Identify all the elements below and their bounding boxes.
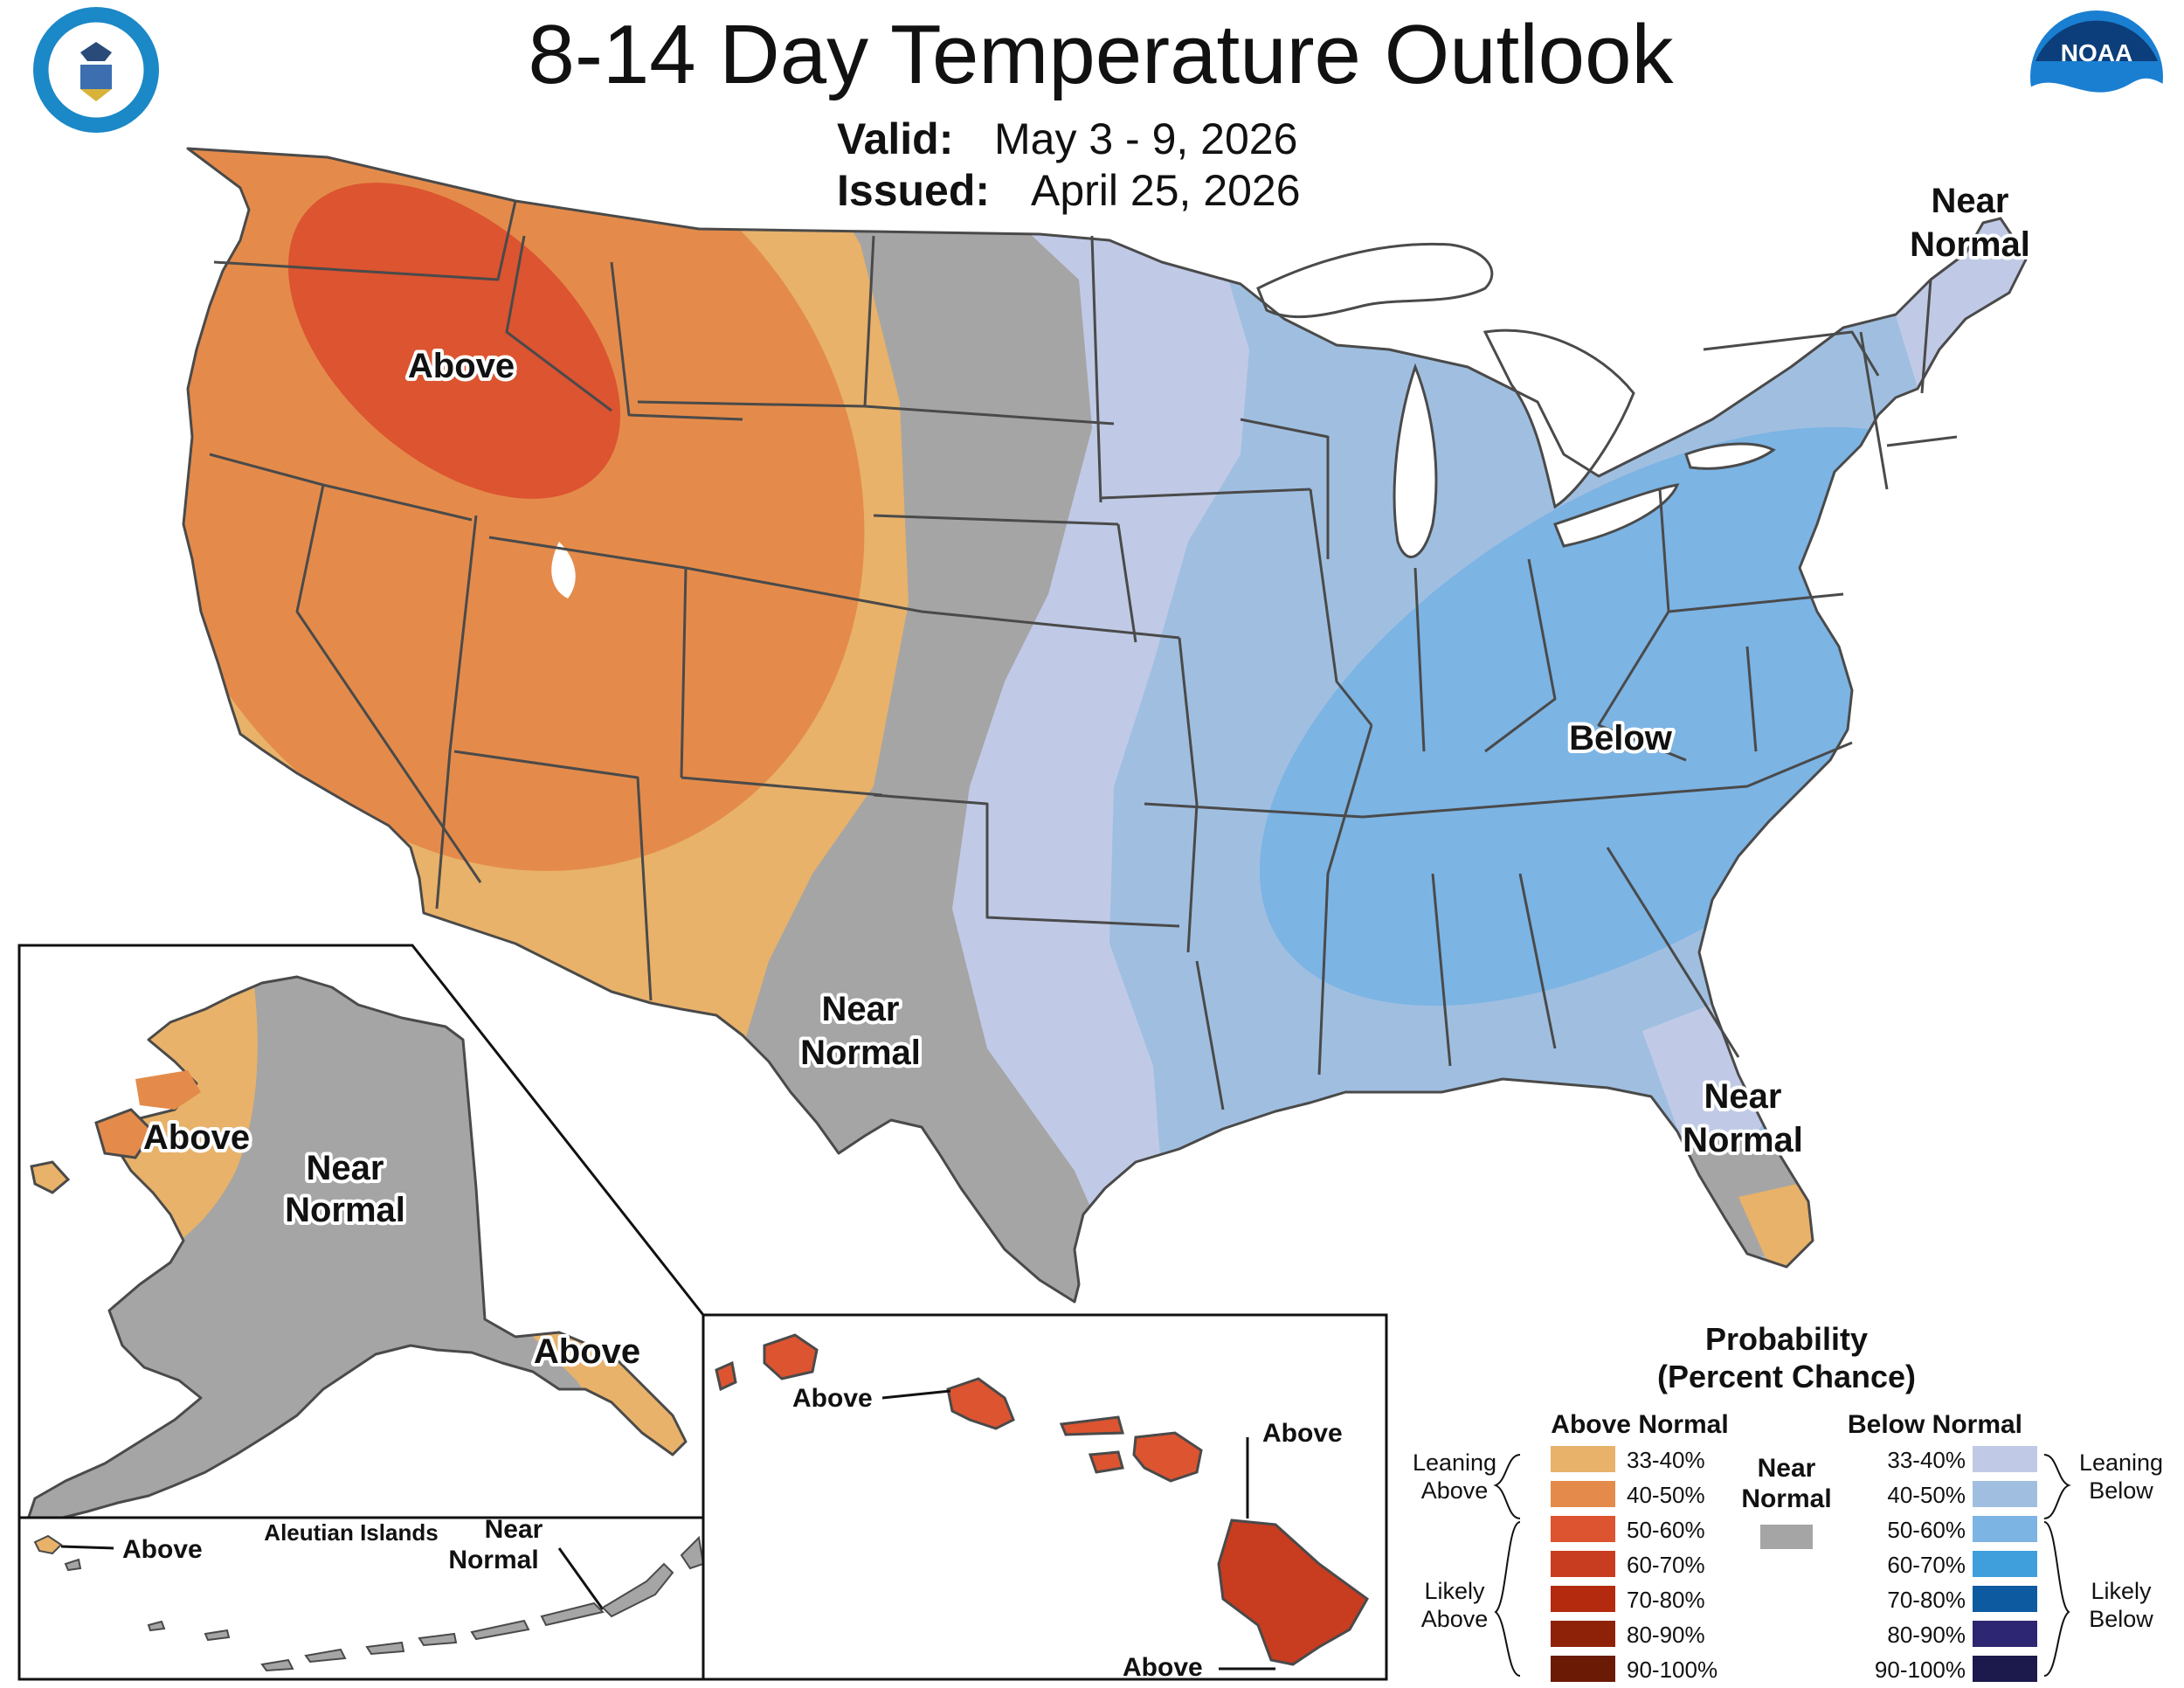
legend-leaning-above-line2: Above [1421,1477,1489,1504]
page-title: 8-14 Day Temperature Outlook [529,8,1675,101]
conus-outline [182,147,2028,1304]
legend-below-label-5: 70-80% [1887,1587,1966,1613]
legend-above-swatch-1 [1551,1446,1615,1472]
noaa-logo: NOAA [2030,10,2164,152]
issued-label: Issued: [837,166,990,215]
legend-above-label-7: 90-100% [1627,1657,1717,1683]
legend-below-label-3: 50-60% [1887,1517,1966,1543]
issued-date: April 25, 2026 [1031,166,1301,215]
legend-below-label-6: 80-90% [1887,1622,1966,1648]
aleutian-label-near-line2: Normal [448,1546,538,1574]
legend-below-swatch-5 [1973,1586,2037,1612]
legend-below-label-7: 90-100% [1875,1657,1966,1683]
alaska-label-above-west: Above [143,1118,250,1157]
legend-above-bins: 33-40% 40-50% 50-60% 60-70% 70-80% 80-90% 90-1… [1551,1446,1717,1683]
molokai [1059,1415,1124,1436]
aleutian-inset: Above Aleutian Islands Near Normal [17,1515,705,1681]
legend-above-swatch-6 [1551,1621,1615,1647]
lake-ontario [1684,442,1776,470]
legend-below-swatch-4 [1973,1551,2037,1577]
lake-huron [1482,329,1635,509]
label-near-plains-line1: Near [822,990,900,1028]
label-below-southeast: Below [1569,719,1673,758]
legend-below-bins: 33-40% 40-50% 50-60% 60-70% 70-80% 80-90% 90-1… [1875,1446,2037,1683]
legend-likely-above-line2: Above [1421,1606,1489,1632]
legend-title-line2: (Percent Chance) [1657,1359,1916,1394]
alaska-small-island [30,1160,71,1194]
legend-above-header: Above Normal [1551,1410,1728,1439]
lanai [1088,1450,1124,1474]
niihau [715,1360,737,1392]
legend-near-line2: Normal [1741,1484,1831,1513]
maui [1132,1431,1203,1483]
legend-above-label-1: 33-40% [1627,1447,1705,1473]
above-50-60-zone [287,183,621,499]
legend-likely-below-line1: Likely [2091,1578,2152,1604]
legend-below-swatch-2 [1973,1481,2037,1507]
aleutian-label-near-line1: Near [485,1515,543,1544]
legend-below-swatch-7 [1973,1656,2037,1682]
label-near-florida-line2: Normal [1683,1121,1803,1159]
legend-below-header: Below Normal [1848,1410,2022,1439]
legend-leaning-below-line2: Below [2089,1477,2153,1504]
legend-above-swatch-5 [1551,1586,1615,1612]
label-near-maine-line2: Normal [1910,225,2030,264]
aleutian-label-above: Above [122,1535,203,1564]
lake-michigan [1393,363,1438,558]
legend-brace-likely-below [2043,1521,2070,1677]
legend-below-label-4: 60-70% [1887,1552,1966,1578]
hawaii-label-above-oahu: Above [792,1384,873,1413]
legend-title-line1: Probability [1705,1321,1868,1357]
label-above-west: Above [408,347,515,385]
valid-label: Valid: [837,114,953,163]
alaska-above-40-50-island [94,1108,155,1159]
legend: Probability (Percent Chance) Above Norma… [1413,1321,2163,1683]
legend-below-swatch-1 [1973,1446,2037,1472]
lake-erie [1553,483,1680,548]
legend-above-swatch-7 [1551,1656,1615,1682]
great-salt-lake [551,542,576,598]
label-near-maine-line1: Near [1932,182,2009,220]
legend-below-swatch-3 [1973,1516,2037,1542]
alaska-inset: Above Near Normal Above [17,944,705,1526]
alaska-label-near-line1: Near [307,1149,384,1187]
state-boundaries [209,200,1958,1110]
legend-near-swatch [1760,1525,1813,1549]
legend-brace-leaning-below [2043,1454,2071,1519]
legend-near-line1: Near [1758,1454,1816,1483]
legend-above-label-4: 60-70% [1627,1552,1705,1578]
legend-brace-likely-above [1494,1521,1521,1677]
legend-above-label-3: 50-60% [1627,1517,1705,1543]
legend-below-swatch-6 [1973,1621,2037,1647]
legend-above-label-6: 80-90% [1627,1622,1705,1648]
legend-likely-above-line1: Likely [1424,1578,1485,1604]
kauai [763,1333,819,1380]
alaska-label-above-southeast: Above [534,1332,640,1371]
label-near-plains-line2: Normal [800,1034,921,1072]
legend-above-swatch-3 [1551,1516,1615,1542]
noaa-logo-text: NOAA [2061,39,2132,66]
dept-commerce-seal [33,7,159,133]
hawaii-label-above-big-island: Above [1123,1653,1203,1682]
legend-above-label-5: 70-80% [1627,1587,1705,1613]
legend-likely-below-line2: Below [2089,1606,2153,1632]
alaska-label-near-line2: Normal [285,1191,405,1229]
legend-below-label-2: 40-50% [1887,1482,1966,1508]
legend-above-label-2: 40-50% [1627,1482,1705,1508]
legend-above-swatch-2 [1551,1481,1615,1507]
legend-brace-leaning-above [1493,1454,1521,1519]
aleutian-islands-title: Aleutian Islands [264,1519,438,1546]
oahu [946,1377,1015,1430]
big-island [1217,1519,1369,1666]
lake-superior [1256,242,1494,319]
label-near-florida-line1: Near [1704,1077,1782,1116]
legend-leaning-above-line1: Leaning [1413,1449,1496,1476]
hawaii-inset: Above Above Above [702,1313,1388,1682]
legend-above-swatch-4 [1551,1551,1615,1577]
legend-leaning-below-line1: Leaning [2079,1449,2163,1476]
valid-dates: May 3 - 9, 2026 [994,114,1297,163]
hawaii-label-above-maui: Above [1262,1419,1343,1448]
legend-below-label-1: 33-40% [1887,1447,1966,1473]
